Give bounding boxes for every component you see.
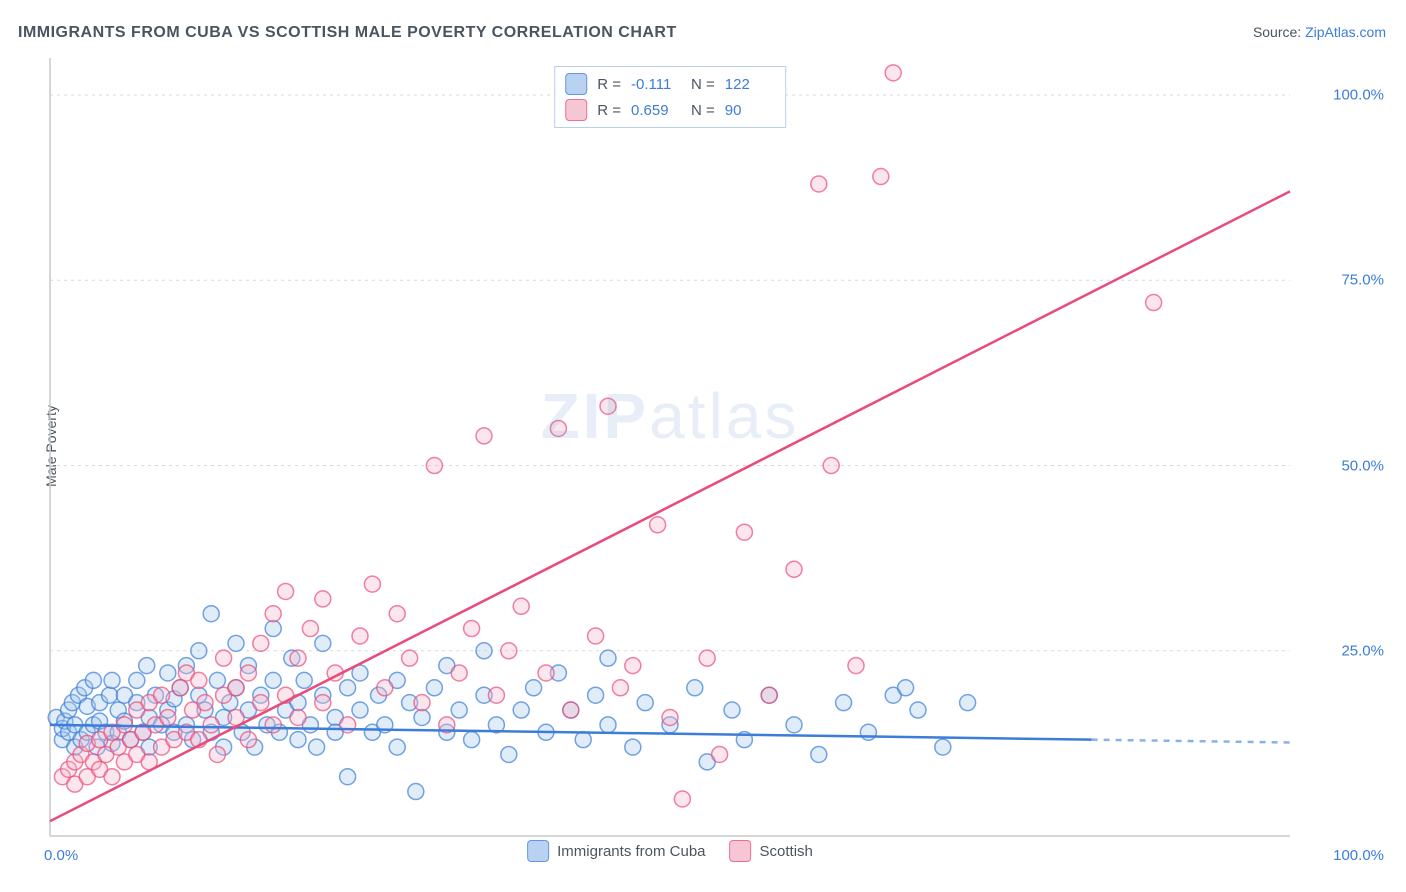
source-link[interactable]: ZipAtlas.com xyxy=(1305,24,1386,40)
x-tick-label: 0.0% xyxy=(44,847,78,864)
chart-title: IMMIGRANTS FROM CUBA VS SCOTTISH MALE PO… xyxy=(18,24,677,42)
legend-swatch-scottish xyxy=(730,840,752,862)
source-attribution: Source: ZipAtlas.com xyxy=(1253,24,1386,40)
legend-label-scottish: Scottish xyxy=(760,843,813,860)
legend-swatch-scottish xyxy=(565,99,587,121)
correlation-legend: R = -0.111 N = 122 R = 0.659 N = 90 xyxy=(554,66,786,128)
source-label: Source: xyxy=(1253,24,1305,40)
legend-swatch-cuba xyxy=(527,840,549,862)
legend-swatch-cuba xyxy=(565,73,587,95)
n-label: N = xyxy=(691,76,715,93)
legend-item-cuba: Immigrants from Cuba xyxy=(527,840,705,862)
chart-plot-area: ZIPatlas R = -0.111 N = 122 R = 0.659 N … xyxy=(50,58,1290,836)
y-tick-label: 50.0% xyxy=(1341,457,1384,474)
correlation-legend-row-cuba: R = -0.111 N = 122 xyxy=(565,71,775,97)
scatter-chart-svg xyxy=(50,58,1290,836)
n-value-scottish: 90 xyxy=(725,102,775,119)
r-label: R = xyxy=(597,76,621,93)
y-tick-label: 75.0% xyxy=(1341,272,1384,289)
legend-label-cuba: Immigrants from Cuba xyxy=(557,843,705,860)
legend-item-scottish: Scottish xyxy=(730,840,813,862)
y-tick-label: 25.0% xyxy=(1341,642,1384,659)
r-value-cuba: -0.111 xyxy=(631,76,681,93)
x-tick-label: 100.0% xyxy=(1333,847,1384,864)
y-tick-label: 100.0% xyxy=(1333,87,1384,104)
n-label: N = xyxy=(691,102,715,119)
r-label: R = xyxy=(597,102,621,119)
r-value-scottish: 0.659 xyxy=(631,102,681,119)
series-legend: Immigrants from Cuba Scottish xyxy=(527,840,813,862)
correlation-legend-row-scottish: R = 0.659 N = 90 xyxy=(565,97,775,123)
n-value-cuba: 122 xyxy=(725,76,775,93)
